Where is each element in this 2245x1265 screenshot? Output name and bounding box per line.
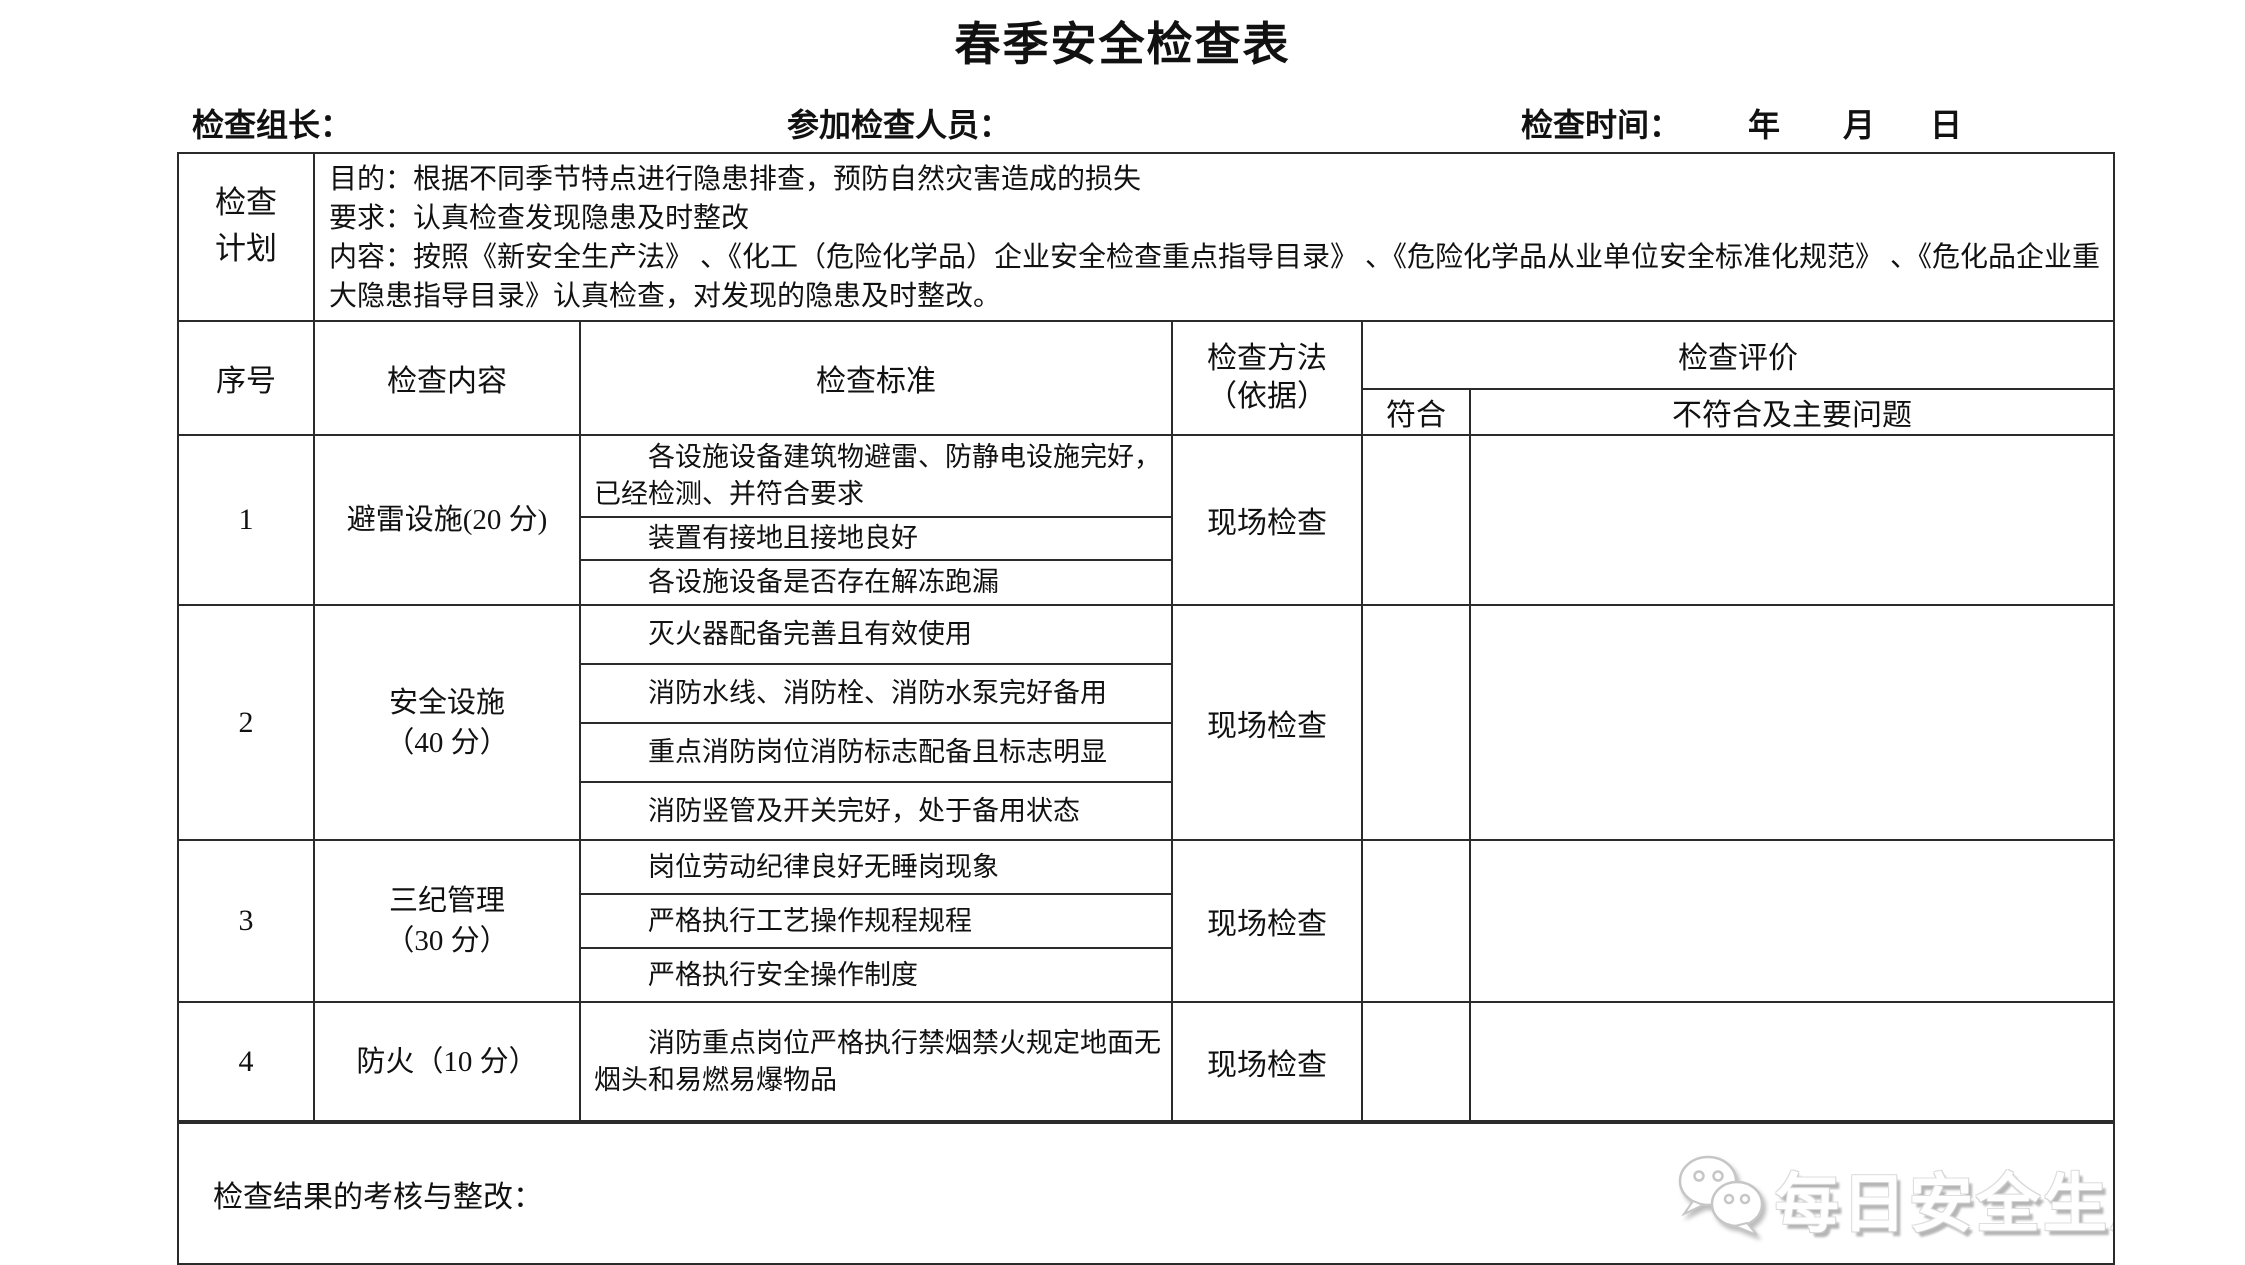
header-content: 检查内容 (313, 320, 581, 436)
header-standard: 检查标准 (579, 320, 1173, 436)
conform-blank-cell (1361, 1001, 1471, 1123)
standard-cell: 消防重点岗位严格执行禁烟禁火规定地面无烟头和易燃易爆物品 (579, 1001, 1173, 1123)
seq-cell: 2 (177, 604, 315, 841)
method-cell: 现场检查 (1171, 839, 1363, 1003)
month-label: 月 (1843, 107, 1876, 143)
result-section: 检查结果的考核与整改： 每日安全生产 (176, 1120, 2116, 1265)
plan-requirement: 要求：认真检查发现隐患及时整改 (329, 203, 750, 234)
standard-cell: 灭火器配备完善且有效使用 (579, 604, 1173, 665)
header-nonconform: 不符合及主要问题 (1468, 388, 2116, 436)
method-cell: 现场检查 (1171, 434, 1363, 606)
standard-cell: 各设施设备建筑物避雷、防静电设施完好，已经检测、并符合要求 (579, 434, 1173, 518)
standard-cell: 消防竖管及开关完好，处于备用状态 (579, 781, 1173, 841)
header-method-line2: （依据） (1207, 380, 1327, 413)
seq-cell: 1 (177, 434, 315, 606)
info-row: 检查组长： 参加检查人员： 检查时间： 年 月 日 (0, 100, 2245, 144)
content-line1: 安全设施 (388, 686, 505, 719)
result-label: 检查结果的考核与整改： (213, 1180, 543, 1214)
plan-label-line1: 检查 (215, 185, 277, 220)
content-line2: （30 分） (385, 925, 509, 957)
table-row: 1 避雷设施(20 分) 各设施设备建筑物避雷、防静电设施完好，已经检测、并符合… (177, 434, 2116, 606)
content-line2: （40 分） (385, 726, 509, 759)
table-row: 严格执行安全操作制度 (178, 947, 2114, 1003)
nonconform-blank-cell (1468, 604, 2116, 841)
table-row: 严格执行工艺操作规程规程 (178, 893, 2114, 949)
plan-body: 目的：根据不同季节特点进行隐患排查，预防自然灾害造成的损失 要求：认真检查发现隐… (312, 152, 2116, 322)
content-cell: 避雷设施(20 分) (313, 434, 581, 606)
table-row: 2 安全设施 （40 分） 灭火器配备完善且有效使用 现场检查 (177, 604, 2116, 841)
table-row: 各设施设备是否存在解冻跑漏 (178, 559, 2114, 606)
header-method-line1: 检查方法 (1207, 342, 1327, 375)
seq-cell: 4 (177, 1001, 315, 1123)
header-evaluation: 检查评价 (1360, 320, 2116, 390)
inspection-leader-label: 检查组长： (192, 107, 353, 143)
wechat-bubbles-icon (1675, 1151, 1769, 1247)
header-method: 检查方法 （依据） (1171, 320, 1363, 436)
table-row: 消防竖管及开关完好，处于备用状态 (178, 781, 2114, 841)
conform-blank-cell (1361, 434, 1471, 606)
conform-blank-cell (1361, 604, 1471, 841)
participants-label: 参加检查人员： (787, 107, 1012, 143)
inspection-time-label: 检查时间： (1521, 107, 1682, 143)
header-conform: 符合 (1361, 388, 1471, 436)
standard-cell: 消防水线、消防栓、消防水泵完好备用 (579, 663, 1173, 724)
table-row: 重点消防岗位消防标志配备且标志明显 (178, 722, 2114, 783)
nonconform-blank-cell (1468, 1001, 2116, 1123)
plan-row: 检查 计划 目的：根据不同季节特点进行隐患排查，预防自然灾害造成的损失 要求：认… (177, 152, 2116, 322)
day-label: 日 (1930, 107, 1963, 143)
header-row-sub: 符合 不符合及主要问题 (178, 388, 2116, 436)
content-cell: 三纪管理 （30 分） (313, 839, 581, 1003)
header-seq: 序号 (177, 320, 315, 436)
seq-cell: 3 (177, 839, 315, 1003)
inspection-table: 检查 计划 目的：根据不同季节特点进行隐患排查，预防自然灾害造成的损失 要求：认… (176, 152, 2116, 1265)
standard-cell: 严格执行工艺操作规程规程 (579, 893, 1173, 949)
standard-cell: 各设施设备是否存在解冻跑漏 (579, 559, 1173, 606)
standard-cell: 重点消防岗位消防标志配备且标志明显 (579, 722, 1173, 783)
watermark-text: 每日安全生产 (1775, 1169, 2112, 1240)
content-cell: 安全设施 （40 分） (313, 604, 581, 841)
standard-cell: 严格执行安全操作制度 (579, 947, 1173, 1003)
footer-row: 检查结果的考核与整改： 每日安全生产 (176, 1120, 2116, 1265)
nonconform-blank-cell (1468, 839, 2116, 1003)
plan-purpose: 目的：根据不同季节特点进行隐患排查，预防自然灾害造成的损失 (329, 164, 1142, 195)
plan-label-line2: 计划 (215, 231, 277, 266)
standard-cell: 装置有接地且接地良好 (579, 516, 1173, 561)
year-label: 年 (1748, 107, 1781, 143)
method-cell: 现场检查 (1171, 1001, 1363, 1123)
content-cell: 防火（10 分） (313, 1001, 581, 1123)
content-line1: 三纪管理 (388, 885, 505, 917)
method-cell: 现场检查 (1171, 604, 1363, 841)
watermark: 每日安全生产 (1675, 1151, 2112, 1247)
plan-content: 内容：按照《新安全生产法》 、《化工（危险化学品）企业安全检查重点指导目录》 、… (329, 242, 2101, 312)
header-row-main: 序号 检查内容 检查标准 检查方法 （依据） 检查评价 (177, 320, 2116, 436)
table-row: 3 三纪管理 （30 分） 岗位劳动纪律良好无睡岗现象 现场检查 (177, 839, 2116, 1003)
conform-blank-cell (1361, 839, 1471, 1003)
table-row: 消防水线、消防栓、消防水泵完好备用 (178, 663, 2114, 724)
plan-label: 检查 计划 (177, 152, 315, 322)
nonconform-blank-cell (1468, 434, 2116, 606)
standard-cell: 岗位劳动纪律良好无睡岗现象 (579, 839, 1173, 895)
table-row: 4 防火（10 分） 消防重点岗位严格执行禁烟禁火规定地面无烟头和易燃易爆物品 … (177, 1001, 2116, 1123)
page-title: 春季安全检查表 (954, 19, 1291, 70)
table-row: 装置有接地且接地良好 (178, 516, 2114, 561)
